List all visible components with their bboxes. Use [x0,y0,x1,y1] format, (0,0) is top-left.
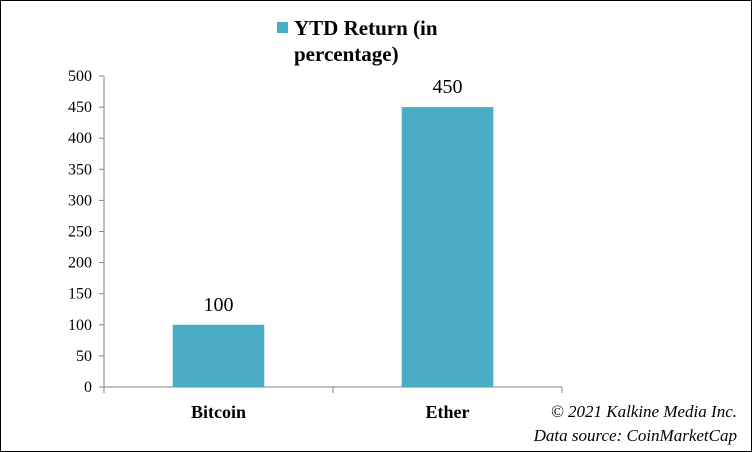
y-tick-label: 100 [68,317,92,334]
y-tick-label: 50 [76,348,92,365]
x-category-label-ether: Ether [426,402,470,422]
y-tick-label: 350 [68,161,92,178]
y-tick-label: 250 [68,224,92,241]
y-tick-label: 450 [68,99,92,116]
y-tick-label: 0 [84,379,92,396]
data-label-bitcoin: 100 [204,294,234,316]
legend-swatch [277,22,288,33]
legend-label-line1: YTD Return (in [294,16,438,40]
data-label-ether: 450 [433,76,463,98]
y-tick-label: 200 [68,255,92,272]
bar-ether [401,107,494,387]
legend-label: YTD Return (in percentage) [294,15,494,67]
y-tick-label: 300 [68,192,92,209]
copyright-note: © 2021 Kalkine Media Inc. [550,402,737,421]
y-tick-label: 150 [68,286,92,303]
y-tick-label: 500 [68,68,92,85]
bar-bitcoin [172,324,265,387]
data-source-note: Data source: CoinMarketCap [533,426,737,445]
legend-label-line2: percentage) [294,42,399,66]
y-tick-label: 400 [68,130,92,147]
x-category-label-bitcoin: Bitcoin [191,402,246,422]
